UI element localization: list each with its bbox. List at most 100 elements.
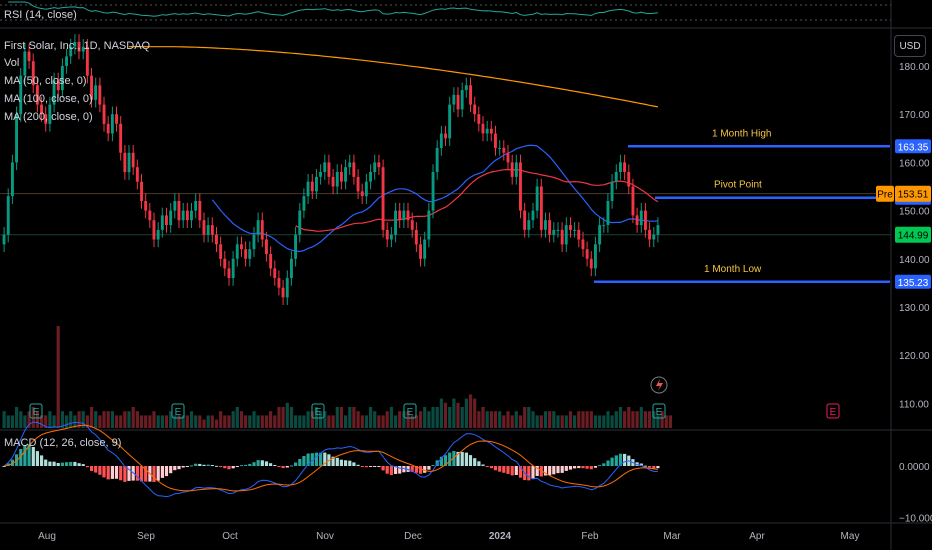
volume-bar	[456, 402, 460, 428]
volume-bar	[364, 415, 368, 428]
volume-bar	[44, 415, 48, 428]
macd-histogram-bar	[48, 461, 52, 466]
volume-bar	[77, 411, 81, 428]
macd-histogram-bar	[468, 455, 473, 466]
lightning-bolt-shape	[656, 379, 663, 391]
macd-histogram-bar	[377, 466, 381, 467]
candle-body	[381, 167, 385, 230]
volume-bar	[618, 407, 623, 428]
currency-button[interactable]: USD	[894, 35, 926, 57]
macd-histogram-bar	[94, 466, 98, 473]
macd-histogram-bar	[618, 453, 623, 466]
chart-title[interactable]: First Solar, Inc., 1D, NASDAQ	[4, 40, 151, 52]
rsi-indicator-label[interactable]: RSI (14, close)	[4, 9, 77, 21]
candle-body	[531, 210, 535, 221]
earnings-marker-label: E	[407, 407, 414, 418]
macd-histogram-bar	[414, 466, 418, 473]
axes: 163.35152.67135.23Pre153.51144.99180.001…	[38, 62, 932, 542]
ma50-indicator-label[interactable]: MA (50, close, 0)	[4, 75, 87, 87]
volume-bar	[339, 407, 343, 428]
macd-histogram-bar	[385, 466, 389, 474]
volume-bar	[152, 411, 156, 428]
volume-bar	[539, 415, 543, 428]
candle-body	[181, 210, 185, 221]
macd-histogram-bar	[439, 456, 443, 466]
earnings-marker[interactable]	[171, 403, 185, 419]
macd-histogram-bar	[244, 464, 248, 466]
macd-histogram-bar	[110, 466, 114, 479]
macd-histogram-bar	[556, 466, 560, 474]
macd-histogram-bar	[139, 466, 144, 482]
macd-histogram-bar	[260, 460, 264, 466]
candle-body	[152, 220, 156, 240]
macd-histogram-bar	[360, 466, 364, 467]
candle-body	[315, 176, 318, 192]
macd-indicator-label[interactable]: MACD (12, 26, close, 9)	[4, 437, 122, 449]
future-earnings-marker[interactable]	[826, 403, 840, 419]
earnings-marker[interactable]	[403, 403, 417, 419]
macd-histogram-bar	[548, 466, 552, 476]
macd-histogram-bar	[239, 465, 244, 467]
volume-bar	[56, 326, 60, 428]
time-tick-label: Apr	[749, 531, 765, 542]
volume-bar	[35, 411, 39, 428]
macd-histogram-bar	[314, 452, 318, 466]
earnings-marker-label: E	[656, 407, 663, 418]
time-tick-label: May	[841, 531, 860, 542]
macd-histogram-bar	[498, 466, 502, 472]
macd-histogram-bar	[602, 463, 606, 466]
ma100-indicator-label[interactable]: MA (100, close, 0)	[4, 93, 93, 105]
macd-tick-label: 0.0000	[899, 462, 930, 473]
time-tick-label: Sep	[137, 531, 155, 542]
price-tick-label: 150.00	[899, 207, 930, 218]
volume-bar	[169, 411, 173, 428]
time-tick-label: 2024	[489, 531, 512, 542]
earnings-marker[interactable]	[29, 403, 43, 419]
macd-histogram-bar	[281, 466, 285, 469]
candle-body	[115, 114, 118, 124]
candle-body	[144, 201, 148, 211]
volume-bar	[52, 415, 56, 428]
volume-bar	[410, 415, 414, 428]
volume-bar	[15, 407, 19, 428]
candle-body	[481, 123, 485, 134]
macd-histogram-bar	[369, 466, 373, 467]
lightning-icon[interactable]	[650, 376, 668, 394]
candle-body	[135, 167, 139, 182]
level-price-badge	[895, 274, 931, 289]
ma200-indicator-label[interactable]: MA (200, close, 0)	[4, 111, 93, 123]
ma50-line	[211, 144, 658, 253]
candle-body	[269, 254, 273, 269]
volume-bar	[668, 415, 672, 428]
candle-body	[240, 244, 243, 250]
macd-histogram-bar	[339, 459, 343, 466]
macd-histogram-bar	[364, 466, 368, 468]
volume-bar	[244, 415, 248, 428]
candle-body	[285, 278, 289, 298]
candle-body	[119, 123, 123, 153]
earnings-marker[interactable]	[652, 403, 666, 419]
candle-body	[564, 225, 568, 245]
volume-bar	[356, 411, 360, 428]
candle-body	[73, 41, 77, 47]
candle-body	[452, 94, 456, 105]
macd-histogram-bar	[69, 461, 73, 466]
volume-bar	[352, 407, 356, 428]
macd-histogram-bar	[194, 463, 198, 466]
macd-histogram-bar	[419, 466, 423, 474]
candle-body	[469, 85, 472, 105]
earnings-marker[interactable]	[311, 403, 325, 419]
candle-body	[527, 220, 531, 230]
macd-histogram-bar	[302, 456, 306, 466]
macd-histogram-bar	[90, 466, 94, 471]
candle-body	[319, 172, 322, 177]
premarket-price-label: 153.51	[898, 190, 929, 201]
volume-indicator-label[interactable]: Vol	[4, 57, 20, 69]
candle-body	[385, 229, 389, 240]
volume-bar	[652, 411, 656, 428]
volume-bar	[285, 402, 289, 428]
macd-histogram-bar	[381, 466, 385, 471]
macd-histogram-bar	[543, 466, 548, 476]
